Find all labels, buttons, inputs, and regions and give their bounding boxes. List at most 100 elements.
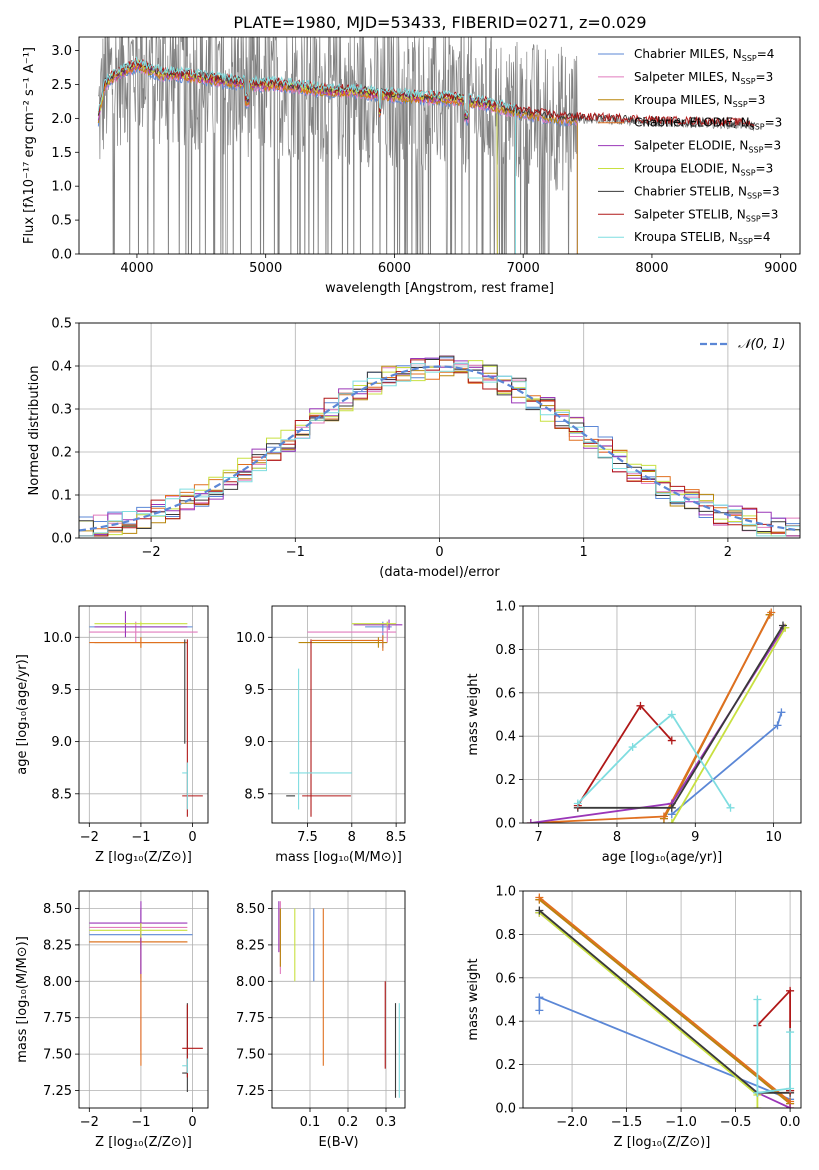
x-tick-label: 2: [724, 545, 732, 560]
y-tick-label: 1.0: [51, 180, 72, 195]
y-tick-label: 0.6: [495, 971, 516, 986]
model-line-kroupa_stelib: [97, 56, 516, 254]
weight-line-salpeter_stelib: [756, 988, 791, 1091]
x-tick-label: 9: [691, 830, 699, 845]
y-tick-label: 8.50: [236, 902, 265, 917]
weight-marker-chabrier_elodie: [767, 608, 776, 617]
x-tick-label: 7: [535, 830, 543, 845]
weight-line-kroupa_stelib: [756, 999, 791, 1094]
weight-marker-chabrier_miles: [535, 1006, 544, 1015]
y-tick-label: 0.0: [51, 532, 72, 547]
x-tick-label: 8.5: [386, 830, 407, 845]
plot-area: [89, 611, 203, 817]
legend-label: Salpeter ELODIE, NSSP=3: [634, 139, 781, 155]
y-axis-label: Flux [fλ10⁻¹⁷ erg cm⁻² s⁻¹ A⁻¹]: [22, 47, 37, 244]
weight-marker-chabrier_miles: [773, 721, 782, 730]
panel-age_vs_Z: −2 −1 0 8.5 9.0 9.5 10.0 Z [log₁₀(Z/Z⊙)] age [lo…: [15, 605, 209, 865]
y-tick-label: 7.75: [236, 1011, 265, 1026]
plot-area: [286, 619, 403, 817]
x-tick-label: 0: [188, 1115, 196, 1130]
x-tick-label: −0.5: [720, 1115, 752, 1130]
y-tick-label: 0.4: [51, 360, 72, 375]
legend-label: Chabrier STELIB, NSSP=3: [634, 184, 780, 200]
x-tick-label: −1.0: [665, 1115, 697, 1130]
x-tick-label: −1: [286, 545, 305, 560]
y-tick-label: 0.0: [495, 817, 516, 832]
weight-marker-kroupa_stelib: [573, 799, 582, 808]
y-tick-label: 7.25: [43, 1084, 72, 1099]
x-tick-label: −1: [131, 830, 150, 845]
x-axis-label: E(B-V): [318, 1135, 358, 1150]
legend-label: Chabrier ELODIE, NSSP=3: [634, 116, 782, 132]
weight-marker-kroupa_stelib: [753, 1088, 762, 1097]
weight-marker-kroupa_stelib: [628, 743, 637, 752]
y-tick-label: 0.6: [495, 686, 516, 701]
x-tick-label: 9000: [764, 261, 797, 276]
y-tick-label: 3.0: [51, 44, 72, 59]
y-tick-label: 0.1: [51, 489, 72, 504]
y-tick-label: 9.0: [51, 735, 72, 750]
weight-marker-chabrier_miles: [535, 993, 544, 1002]
weight-line-kroupa_miles: [538, 899, 791, 1105]
x-tick-label: 0.1: [300, 1115, 321, 1130]
y-tick-label: 7.50: [43, 1048, 72, 1063]
y-tick-label: 8.00: [43, 975, 72, 990]
y-tick-label: 9.5: [51, 683, 72, 698]
legend: Chabrier MILES, NSSP=4 Salpeter MILES, NS…: [598, 47, 782, 246]
x-tick-label: 8: [348, 830, 356, 845]
x-tick-label: 0.2: [338, 1115, 359, 1130]
weight-marker-chabrier_stelib: [667, 803, 676, 812]
x-tick-label: −2: [80, 830, 99, 845]
y-tick-label: 10.0: [43, 631, 72, 646]
plot-area: [535, 893, 795, 1108]
x-tick-label: 1: [580, 545, 588, 560]
plot-area: [79, 355, 800, 537]
weight-marker-salpeter_elodie: [526, 819, 535, 823]
histogram-salpeter_stelib: [79, 359, 800, 537]
panel-spectrum: 4000 5000 6000 7000 8000 9000 0.0 0.5 1.0 1.5 2.0 2…: [22, 36, 801, 296]
panel-mass_vs_Z: −2 −1 0 7.25 7.50 7.75 8.00 8.25 8.50 Z [log₁₀(Z/…: [15, 890, 209, 1150]
weight-marker-salpeter_stelib: [636, 701, 645, 710]
weight-line-chabrier_miles: [538, 995, 791, 1101]
x-axis-label: Z [log₁₀(Z/Z⊙)]: [95, 850, 192, 865]
axes-frame: [78, 605, 209, 824]
x-tick-label: −1.5: [611, 1115, 643, 1130]
weight-marker-kroupa_stelib: [786, 1084, 795, 1093]
y-tick-label: 2.5: [51, 78, 72, 93]
x-tick-label: −2: [80, 1115, 99, 1130]
x-axis-label: mass [log₁₀(M/M⊙)]: [275, 850, 402, 865]
x-tick-label: 0: [435, 545, 443, 560]
y-tick-label: 9.5: [244, 683, 265, 698]
x-tick-label: −2: [142, 545, 161, 560]
figure-title: PLATE=1980, MJD=53433, FIBERID=0271, z=0…: [233, 13, 646, 32]
weight-marker-kroupa_stelib: [667, 710, 676, 719]
plot-area: [97, 37, 756, 254]
normal-pdf-curve: [79, 365, 800, 532]
weight-marker-chabrier_stelib: [535, 906, 544, 915]
x-tick-label: 5000: [249, 261, 282, 276]
weight-line-kroupa_elodie: [671, 627, 787, 823]
y-tick-label: 0.8: [495, 643, 516, 658]
y-tick-label: 9.0: [244, 735, 265, 750]
weight-marker-chabrier_elodie: [659, 812, 668, 821]
axes-frame: [78, 36, 801, 255]
y-axis-label: Normed distribution: [27, 366, 42, 496]
y-tick-label: 1.0: [495, 885, 516, 900]
weight-marker-chabrier_elodie: [535, 893, 544, 902]
model-line-chabrier_miles: [97, 64, 578, 254]
panel-mass_vs_ebv: 0.1 0.2 0.3 7.25 7.50 7.75 8.00 8.25 8.50 E(B-V): [236, 890, 406, 1150]
x-axis-label: (data-model)/error: [379, 565, 500, 580]
weight-line-chabrier_stelib: [577, 625, 784, 809]
axes-frame: [522, 890, 802, 1109]
legend-label: Salpeter MILES, NSSP=3: [634, 70, 773, 86]
weight-marker-chabrier_stelib: [778, 621, 787, 630]
y-tick-label: 8.5: [51, 787, 72, 802]
weight-marker-kroupa_stelib: [786, 1028, 795, 1037]
y-tick-label: 10.0: [236, 631, 265, 646]
x-tick-label: 0.3: [376, 1115, 397, 1130]
axes-frame: [271, 890, 406, 1109]
weight-marker-kroupa_elodie: [667, 819, 676, 823]
y-tick-label: 7.50: [236, 1048, 265, 1063]
plot-area: [89, 901, 203, 1092]
